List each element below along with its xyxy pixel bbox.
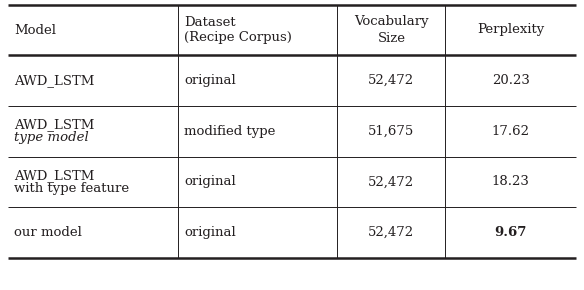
Text: Perplexity: Perplexity bbox=[477, 23, 544, 37]
Text: modified type: modified type bbox=[185, 125, 276, 138]
Text: 17.62: 17.62 bbox=[492, 125, 530, 138]
Text: AWD_LSTM: AWD_LSTM bbox=[14, 169, 95, 182]
Text: original: original bbox=[185, 74, 236, 87]
Text: AWD_LSTM: AWD_LSTM bbox=[14, 118, 95, 131]
Text: 52,472: 52,472 bbox=[369, 74, 415, 87]
Text: Dataset
(Recipe Corpus): Dataset (Recipe Corpus) bbox=[185, 15, 292, 44]
Text: our model: our model bbox=[14, 226, 82, 239]
Text: Model: Model bbox=[14, 23, 56, 37]
Text: 51,675: 51,675 bbox=[369, 125, 415, 138]
Text: original: original bbox=[185, 175, 236, 188]
Text: 18.23: 18.23 bbox=[492, 175, 530, 188]
Text: Vocabulary
Size: Vocabulary Size bbox=[354, 15, 429, 44]
Text: 52,472: 52,472 bbox=[369, 175, 415, 188]
Text: type model: type model bbox=[14, 131, 89, 144]
Text: with type feature: with type feature bbox=[14, 182, 129, 195]
Text: 9.67: 9.67 bbox=[495, 226, 527, 239]
Text: original: original bbox=[185, 226, 236, 239]
Text: 20.23: 20.23 bbox=[492, 74, 530, 87]
Text: 52,472: 52,472 bbox=[369, 226, 415, 239]
Text: AWD_LSTM: AWD_LSTM bbox=[14, 74, 95, 87]
